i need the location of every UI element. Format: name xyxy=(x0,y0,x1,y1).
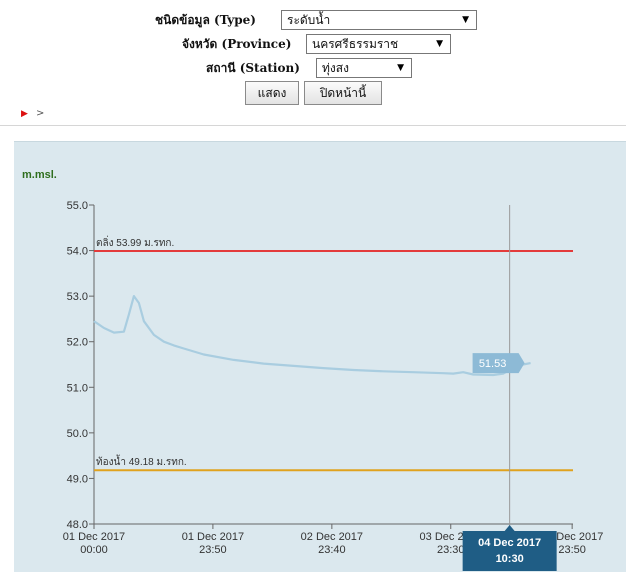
last-value-label: 51.53 xyxy=(479,358,507,370)
y-tick-label: 53.0 xyxy=(67,291,88,303)
type-select-value: ระดับน้ำ xyxy=(287,13,331,27)
x-tick-date: 01 Dec 2017 xyxy=(182,531,244,543)
tooltip-time: 10:30 xyxy=(496,553,524,565)
chevron-down-icon: ▼ xyxy=(462,15,469,25)
y-tick-label: 50.0 xyxy=(67,428,88,440)
province-select[interactable]: นครศรีธรรมราช ▼ xyxy=(306,34,451,54)
tooltip-date: 04 Dec 2017 xyxy=(478,537,541,549)
bank-level-label: ตลิ่ง 53.99 ม.รทก. xyxy=(96,235,174,249)
water-level-series xyxy=(93,295,531,377)
x-tick-time: 23:50 xyxy=(199,544,227,556)
y-tick-label: 51.0 xyxy=(67,382,88,394)
x-tick-time: 23:40 xyxy=(318,544,346,556)
show-button[interactable]: แสดง xyxy=(245,81,299,105)
chevron-down-icon: ▼ xyxy=(397,63,404,73)
play-icon[interactable]: ▶ xyxy=(21,109,28,119)
pager-bar: ▶ > xyxy=(0,106,626,124)
x-tick-time: 23:50 xyxy=(558,544,586,556)
divider xyxy=(0,125,626,126)
province-select-value: นครศรีธรรมราช xyxy=(312,37,399,51)
x-tick-time: 00:00 xyxy=(80,544,108,556)
last-value-badge xyxy=(472,353,525,374)
bed-level-label: ท้องน้ำ 49.18 ม.รทก. xyxy=(96,454,187,468)
time-tooltip xyxy=(462,531,557,571)
type-label: ชนิดข้อมูล (Type) xyxy=(155,12,256,27)
y-tick-label: 49.0 xyxy=(67,473,88,485)
station-select[interactable]: ทุ่งสง ▼ xyxy=(316,58,412,78)
y-tick-label: 52.0 xyxy=(67,337,88,349)
station-row: สถานี (Station) xyxy=(206,57,300,79)
station-label: สถานี (Station) xyxy=(206,60,300,75)
type-select[interactable]: ระดับน้ำ ▼ xyxy=(281,10,477,30)
close-page-button[interactable]: ปิดหน้านี้ xyxy=(304,81,382,105)
chart-panel xyxy=(14,141,626,572)
x-tick-time: 23:30 xyxy=(437,544,465,556)
station-select-value: ทุ่งสง xyxy=(322,61,349,75)
query-form: ชนิดข้อมูล (Type) ระดับน้ำ ▼ จังหวัด (Pr… xyxy=(0,0,626,112)
y-tick-label: 48.0 xyxy=(67,519,88,531)
y-axis-label: m.msl. xyxy=(22,169,57,181)
x-tick-date: 01 Dec 2017 xyxy=(63,531,125,543)
y-tick-label: 55.0 xyxy=(67,200,88,212)
x-tick-date: 02 Dec 2017 xyxy=(301,531,363,543)
next-icon[interactable]: > xyxy=(36,108,45,119)
province-row: จังหวัด (Province) xyxy=(182,33,291,55)
y-tick-label: 54.0 xyxy=(67,246,88,258)
province-label: จังหวัด (Province) xyxy=(182,36,292,51)
type-row: ชนิดข้อมูล (Type) xyxy=(155,9,256,31)
chevron-down-icon: ▼ xyxy=(436,39,443,49)
time-tooltip-pointer xyxy=(504,525,515,531)
